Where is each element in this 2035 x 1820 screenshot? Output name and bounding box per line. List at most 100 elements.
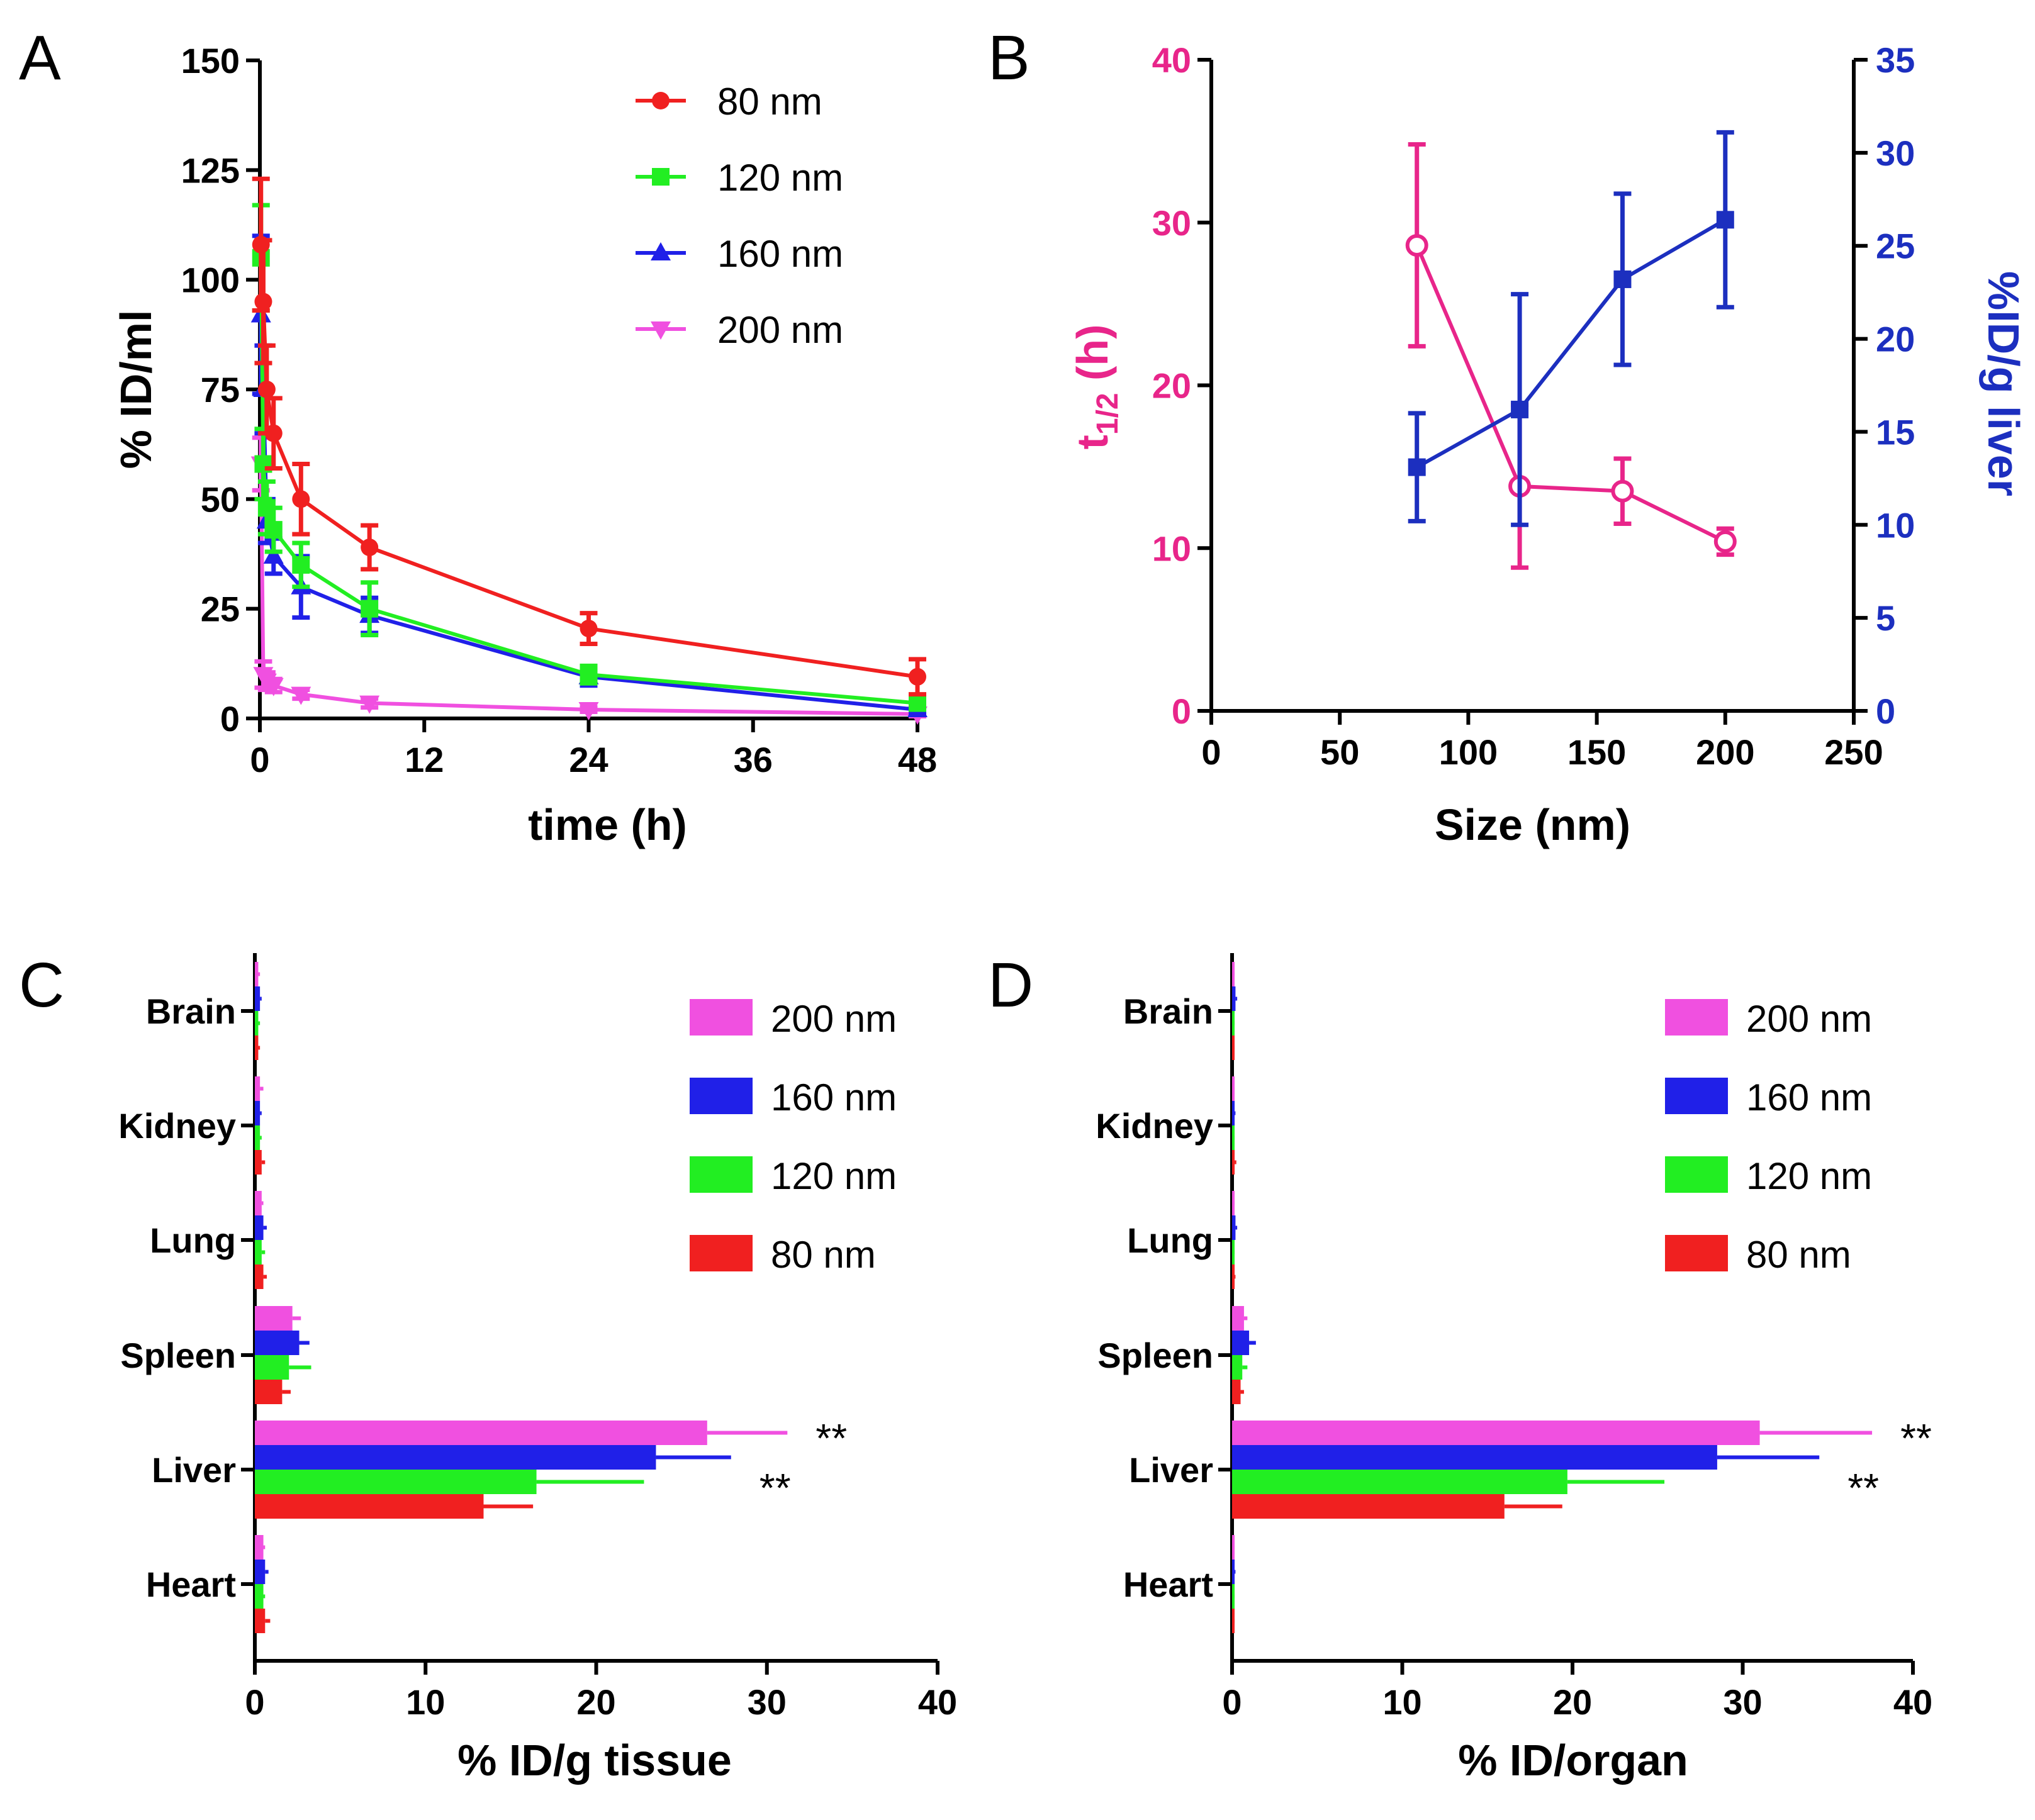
legend-label: 80 nm <box>1746 1234 1851 1276</box>
bar <box>1232 1470 1567 1494</box>
panel-a-line-chart: A 0 25 50 75 100 125 150 0 12 24 36 48 time (h) % ID/m… <box>19 23 937 849</box>
panel-letter: D <box>988 950 1033 1020</box>
x-axis-title: % ID/organ <box>1458 1736 1688 1785</box>
left-y-tick-label: 40 <box>1152 40 1191 80</box>
x-tick-label: 30 <box>1723 1682 1762 1722</box>
right-y-tick-label: 35 <box>1876 40 1915 80</box>
y-tick-label: 125 <box>181 150 240 190</box>
data-point <box>252 235 270 254</box>
category-label: Kidney <box>1096 1106 1213 1146</box>
bar <box>255 986 261 1011</box>
panel-letter: A <box>19 23 61 93</box>
bar <box>1232 1011 1235 1036</box>
data-point <box>580 620 598 638</box>
significance-marker: ** <box>760 1465 791 1510</box>
legend-swatch <box>690 1156 753 1193</box>
series-80nm <box>252 176 926 697</box>
data-point <box>361 600 379 618</box>
data-point <box>263 678 284 696</box>
legend-marker <box>651 321 671 340</box>
right-y-tick-label: 10 <box>1876 505 1915 545</box>
bar <box>1232 1355 1243 1380</box>
category-label: Spleen <box>1097 1336 1213 1375</box>
legend-item: 160 nm <box>1665 1076 1872 1119</box>
legend-label: 200 nm <box>771 998 897 1040</box>
legend-item: 160 nm <box>636 233 843 275</box>
bar <box>1232 1306 1244 1331</box>
bar <box>1232 1560 1235 1584</box>
legend-label: 120 nm <box>771 1155 897 1197</box>
data-point <box>1611 479 1634 503</box>
category-label: Liver <box>1129 1450 1213 1490</box>
bar <box>255 1240 262 1265</box>
bar <box>255 1215 264 1240</box>
data-point <box>1716 211 1734 229</box>
left-y-tick-label: 20 <box>1152 366 1191 406</box>
x-tick-label: 0 <box>250 740 269 779</box>
series-line <box>1415 244 1727 544</box>
bar <box>255 1331 300 1355</box>
data-point <box>257 499 276 517</box>
bar <box>1232 1036 1235 1060</box>
data-point <box>909 667 926 686</box>
right-y-tick-label: 15 <box>1876 412 1915 452</box>
legend-marker <box>651 242 671 260</box>
bar <box>255 1191 262 1215</box>
bar <box>255 962 259 986</box>
panel-letter: B <box>988 23 1030 93</box>
bar <box>255 1355 289 1380</box>
series-line <box>259 315 918 712</box>
legend-swatch <box>1665 999 1728 1036</box>
x-tick-label: 0 <box>1222 1682 1242 1722</box>
legend-swatch <box>1665 1078 1728 1114</box>
right-y-tick-label: 20 <box>1876 320 1915 359</box>
axis-lines <box>1209 60 1856 713</box>
category-label: Liver <box>152 1450 236 1490</box>
x-tick-label: 36 <box>734 740 773 779</box>
bar <box>1232 986 1236 1011</box>
significance-marker: ** <box>1900 1415 1932 1461</box>
legend-label: 200 nm <box>1746 998 1872 1040</box>
x-axis-title: time (h) <box>528 800 687 849</box>
category-label: Spleen <box>120 1336 236 1375</box>
axis-lines <box>1230 953 1913 1663</box>
legend-item: 200 nm <box>690 998 897 1040</box>
y-tick-label: 100 <box>181 260 240 300</box>
left-y-tick-label: 30 <box>1152 203 1191 243</box>
bar <box>1232 962 1235 986</box>
data-point <box>1613 270 1632 288</box>
right-y-tick-label: 25 <box>1876 226 1915 266</box>
bar <box>255 1125 261 1150</box>
bar <box>255 1011 259 1036</box>
legend-swatch <box>1665 1156 1728 1193</box>
data-point <box>580 666 598 684</box>
bar <box>1232 1609 1235 1633</box>
bar <box>255 1076 261 1101</box>
x-tick-label: 24 <box>569 740 608 779</box>
data-point <box>1408 458 1426 476</box>
axis-lines <box>253 953 938 1663</box>
bar <box>255 1101 261 1125</box>
left-y-tick-label: 10 <box>1152 528 1191 568</box>
right-y-tick-label: 5 <box>1876 598 1895 638</box>
legend-label: 80 nm <box>771 1234 876 1276</box>
category-label: Kidney <box>118 1106 236 1146</box>
bar <box>255 1470 537 1494</box>
data-point <box>291 686 311 705</box>
data-point <box>264 424 283 442</box>
legend-item: 200 nm <box>1665 998 1872 1040</box>
x-tick-label: 40 <box>1893 1682 1932 1722</box>
y-tick-label: 75 <box>201 370 240 410</box>
bar <box>255 1535 264 1560</box>
x-tick-label: 150 <box>1567 732 1626 772</box>
data-point <box>292 490 310 508</box>
bar <box>1232 1191 1235 1215</box>
data-point <box>1713 530 1737 553</box>
bar <box>1232 1125 1235 1150</box>
bar <box>1232 1380 1241 1404</box>
data-point <box>264 521 283 539</box>
category-label: Brain <box>146 991 236 1031</box>
bar <box>255 1445 656 1470</box>
left-y-axis-title: t1/2 (h) <box>1068 325 1124 450</box>
